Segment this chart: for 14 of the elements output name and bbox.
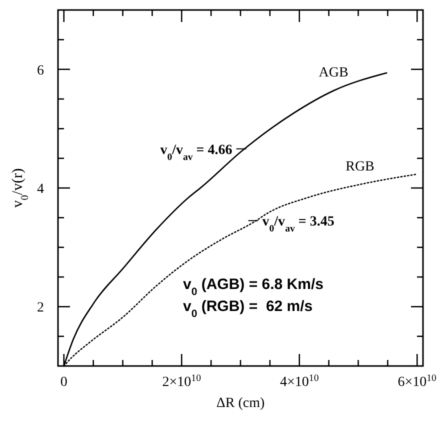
x-tick-label: 2×10$^{10}$ [162, 372, 202, 390]
x-tick-label: 4×10$^{10}$ [280, 372, 319, 390]
y-tick-label: 4 [37, 182, 44, 197]
annotation: v$_{0}$/v$_{av}$ = 4.66 [160, 142, 232, 162]
annotation: v$_{0}$ (AGB) = 6.8 Km/s [183, 276, 324, 298]
y-tick-label: 2 [37, 300, 44, 316]
series-label: RGB [346, 159, 374, 174]
series-label: AGB [318, 66, 348, 81]
x-tick-label: 0 [60, 375, 68, 390]
x-axis-title: ΔR (cm) [216, 396, 265, 411]
annotation: v$_{0}$ (RGB) = 62 m/s [183, 298, 313, 320]
y-tick-label: 6 [37, 63, 44, 78]
annotation: v$_{0}$/v$_{av}$ = 3.45 [262, 214, 334, 234]
x-tick-label: 6×10$^{10}$ [398, 372, 437, 390]
